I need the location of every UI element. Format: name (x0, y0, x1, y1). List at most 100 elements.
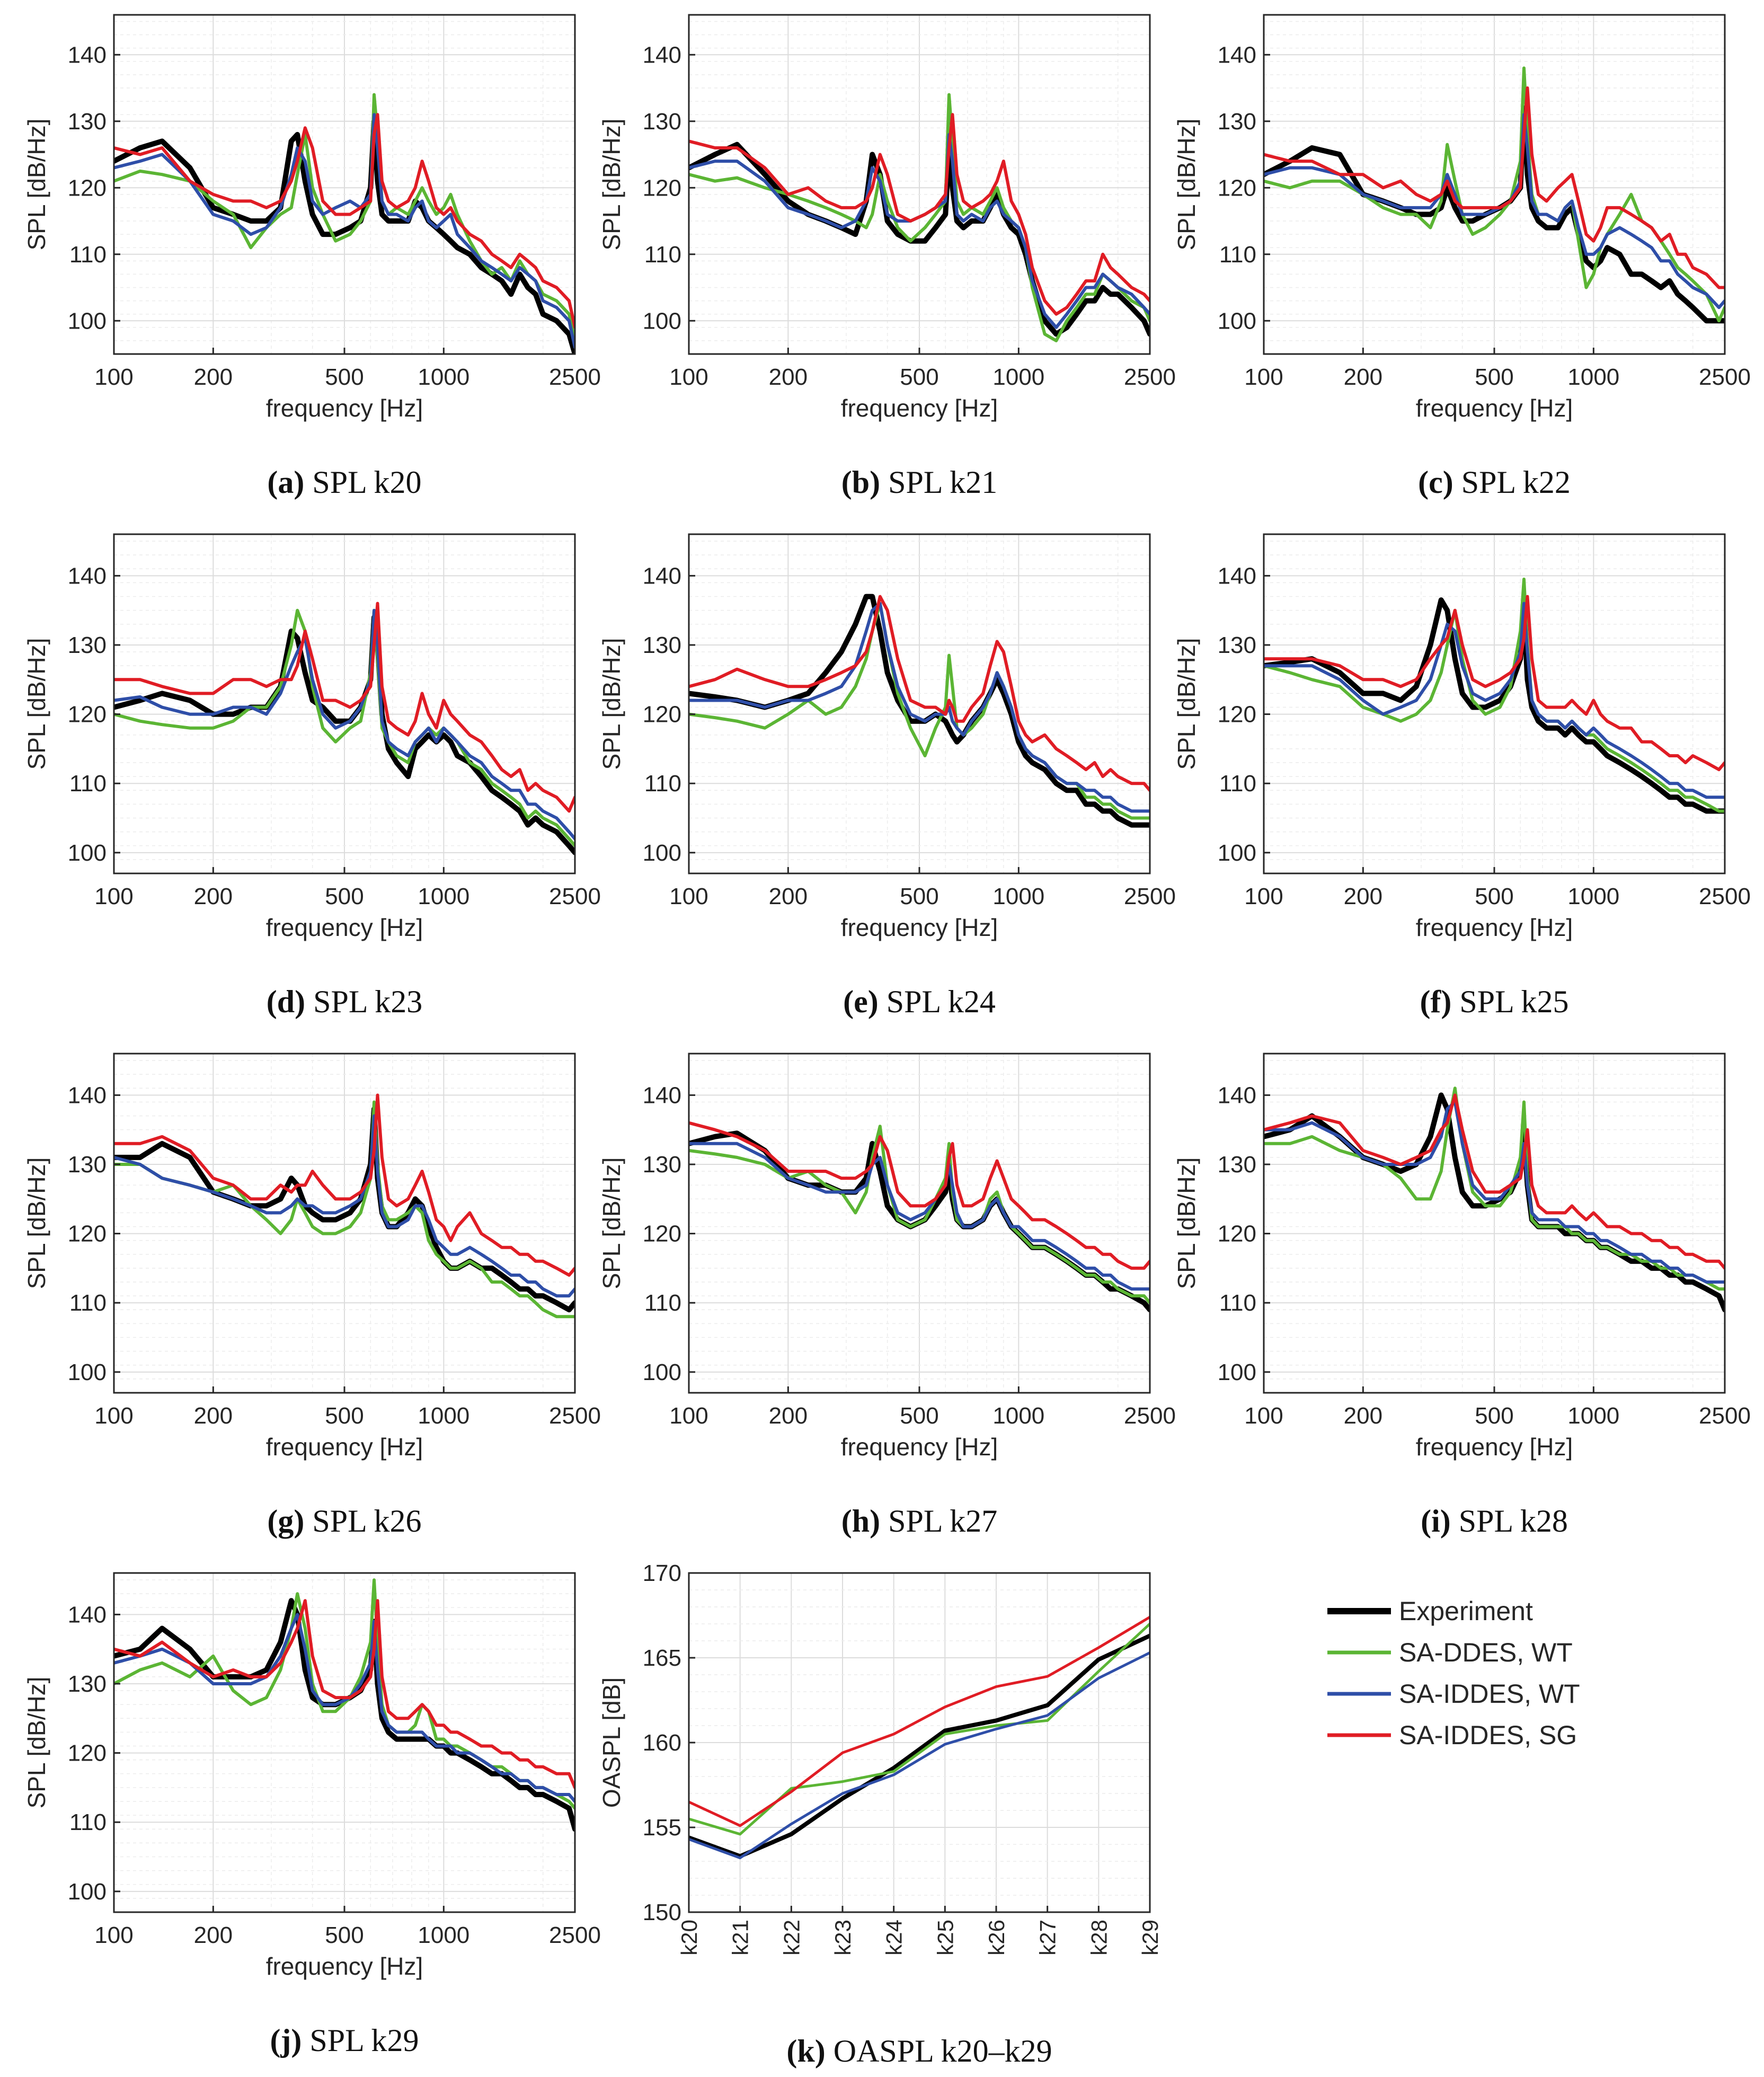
caption-text: SPL k28 (1451, 1504, 1568, 1539)
x-tick-label: 500 (325, 1922, 364, 1948)
y-axis-label: SPL [dB/Hz] (23, 1677, 50, 1809)
y-tick-label: 110 (69, 1290, 107, 1316)
y-tick-label: 110 (69, 1809, 107, 1835)
x-axis-label: frequency [Hz] (266, 394, 423, 422)
caption-text: SPL k21 (880, 465, 997, 500)
subplot-f: 100 110 120 130 140 100 200 500 1000 2500 frequenc… (1173, 533, 1751, 1019)
x-axis-label: frequency [Hz] (266, 1433, 423, 1461)
caption-letter: (e) (843, 984, 879, 1019)
caption-text: SPL k20 (304, 465, 421, 500)
x-tick-label: 200 (1344, 883, 1382, 909)
y-tick-label: 130 (643, 1152, 681, 1178)
caption-letter: (b) (841, 465, 880, 500)
y-tick-label: 120 (68, 1221, 107, 1247)
y-tick-label: 160 (643, 1730, 681, 1756)
series-group-a (114, 93, 575, 354)
subplot-j: 100 110 120 130 140 100 200 500 1000 2500 frequenc… (23, 1572, 601, 2058)
y-tick-label: 140 (1218, 563, 1256, 589)
y-tick-label: 120 (643, 1221, 681, 1247)
x-tick-label: 500 (900, 1403, 938, 1429)
x-tick-label: k25 (933, 1920, 958, 1956)
x-axis-label: frequency [Hz] (841, 1433, 998, 1461)
series-line-sa_iddes_wt (689, 1651, 1150, 1860)
y-axis-label: SPL [dB/Hz] (1173, 119, 1200, 251)
y-tick-label: 110 (69, 771, 107, 797)
y-axis-label: SPL [dB/Hz] (598, 638, 625, 770)
caption-letter: (d) (267, 984, 305, 1019)
y-tick-label: 140 (68, 1602, 107, 1628)
x-tick-label: k26 (984, 1920, 1009, 1956)
y-axis-label: OASPL [dB] (598, 1677, 625, 1808)
subplot-caption: (j) SPL k29 (270, 2023, 419, 2058)
y-tick-label: 130 (1218, 109, 1256, 135)
caption-letter: (h) (841, 1504, 880, 1539)
subplot-caption: (i) SPL k28 (1421, 1504, 1568, 1539)
series-line-sa_ddes_wt (114, 1100, 575, 1319)
y-tick-label: 140 (68, 1082, 107, 1108)
subplot-panels: 100 110 120 130 140 100 200 500 1000 2500 frequenc… (23, 14, 1751, 2069)
x-tick-label: k29 (1138, 1920, 1163, 1956)
y-tick-label: 140 (1218, 1082, 1256, 1108)
y-tick-label: 155 (643, 1815, 681, 1841)
y-axis-label: SPL [dB/Hz] (598, 1157, 625, 1289)
series-line-sa_iddes_sg (114, 1093, 575, 1277)
x-axis-label: frequency [Hz] (841, 394, 998, 422)
legend: Experiment SA-DDES, WT SA-IDDES, WT SA-IDDE… (1327, 1596, 1580, 1750)
legend-entry-experiment: Experiment (1327, 1596, 1533, 1626)
y-tick-label: 120 (68, 175, 107, 201)
y-tick-label: 100 (68, 308, 107, 334)
series-line-sa_iddes_wt (689, 1142, 1150, 1291)
x-axis-label: frequency [Hz] (1416, 1433, 1573, 1461)
subplot-i: 100 110 120 130 140 100 200 500 1000 2500 frequenc… (1173, 1053, 1751, 1539)
caption-letter: (a) (267, 465, 304, 500)
x-axis-label: frequency [Hz] (1416, 914, 1573, 941)
y-tick-label: 100 (1218, 1359, 1256, 1385)
subplot-caption: (b) SPL k21 (841, 465, 998, 500)
x-tick-label: 2500 (1699, 364, 1751, 390)
x-tick-label: 500 (325, 883, 364, 909)
series-line-sa_iddes_sg (1264, 595, 1725, 772)
caption-text: SPL k25 (1451, 984, 1568, 1019)
series-line-sa_iddes_sg (689, 595, 1150, 792)
series-line-sa_iddes_sg (1264, 86, 1725, 289)
y-tick-label: 130 (68, 632, 107, 658)
series-line-sa_iddes_sg (114, 113, 575, 329)
y-tick-label: 120 (68, 702, 107, 728)
series-line-sa_iddes_wt (689, 602, 1150, 813)
y-tick-label: 110 (644, 771, 681, 797)
caption-letter: (i) (1421, 1504, 1451, 1539)
grid-e (688, 534, 1150, 874)
x-tick-label: 100 (94, 1403, 133, 1429)
subplot-g: 100 110 120 130 140 100 200 500 1000 2500 frequenc… (23, 1053, 601, 1539)
caption-text: SPL k22 (1453, 465, 1571, 500)
legend-label: SA-DDES, WT (1399, 1638, 1573, 1667)
series-group-k (689, 1615, 1150, 1860)
subplot-caption: (g) SPL k26 (267, 1504, 421, 1539)
grid-g (113, 1054, 575, 1393)
caption-letter: (j) (270, 2023, 302, 2058)
y-tick-label: 100 (68, 1359, 107, 1385)
legend-entry-sa_ddes_wt: SA-DDES, WT (1327, 1638, 1573, 1667)
series-group-b (689, 93, 1150, 342)
y-axis-label: SPL [dB/Hz] (598, 119, 625, 251)
y-tick-label: 130 (68, 1152, 107, 1178)
y-tick-label: 150 (643, 1899, 681, 1925)
x-tick-label: 100 (1244, 883, 1283, 909)
y-tick-label: 100 (1218, 308, 1256, 334)
x-tick-label: 1000 (992, 883, 1044, 909)
grid-i (1263, 1054, 1725, 1393)
legend-label: Experiment (1399, 1596, 1533, 1626)
subplot-caption: (f) SPL k25 (1420, 984, 1568, 1019)
series-group-f (1264, 577, 1725, 814)
x-tick-label: 2500 (549, 883, 601, 909)
y-tick-label: 100 (643, 1359, 681, 1385)
x-tick-label: 2500 (1699, 883, 1751, 909)
subplot-caption: (h) SPL k27 (841, 1504, 998, 1539)
y-axis-label: SPL [dB/Hz] (1173, 638, 1200, 770)
x-tick-label: 200 (194, 883, 233, 909)
series-line-sa_iddes_sg (689, 113, 1150, 316)
series-group-d (114, 602, 575, 855)
x-tick-label: 2500 (549, 1922, 601, 1948)
y-tick-label: 120 (643, 702, 681, 728)
